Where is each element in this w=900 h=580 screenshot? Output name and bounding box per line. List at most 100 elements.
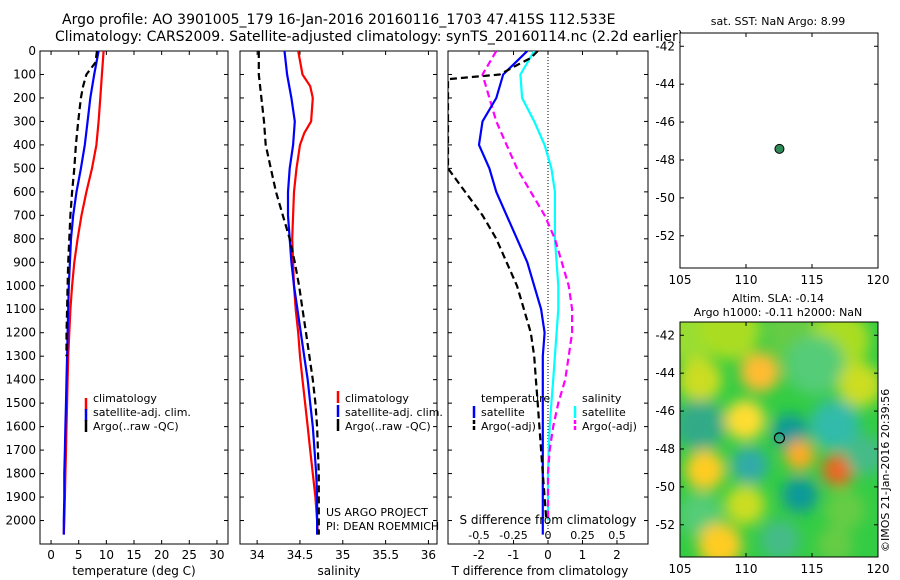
x-tick-label: -1 [508, 548, 520, 562]
x-tick-label: 20 [154, 548, 169, 562]
s-tick-label: 0.25 [570, 529, 595, 542]
sla-blob [810, 400, 860, 450]
depth-tick-label: 1000 [5, 279, 36, 293]
depth-tick-label: 1300 [5, 349, 36, 363]
depth-tick-label: 500 [13, 161, 36, 175]
lat-tick-label: -44 [655, 366, 675, 380]
sla-location-marker [773, 432, 786, 444]
sal-legend-argo: Argo(..raw -QC) [345, 420, 431, 433]
t-diff-label: T difference from climatology [451, 564, 629, 578]
difference-panel: -2 -1 0 1 2 -0.5 -0.25 0 0.25 0.5 S difference fr… [447, 50, 649, 578]
lat-tick-label: -52 [655, 229, 675, 243]
sla-blob [680, 358, 722, 402]
argo-location-marker [774, 143, 785, 154]
x-tick-label: 10 [99, 548, 114, 562]
sla-blob [825, 490, 865, 530]
lat-tick-label: -48 [655, 442, 675, 456]
legend-s-satellite: satellite [582, 406, 626, 419]
salinity-legend: climatology satellite-adj. clim. Argo(..… [336, 391, 443, 433]
s-tick-label: 0.5 [608, 529, 626, 542]
lat-tick-label: -42 [655, 39, 675, 53]
temperature-ticks: 0 5 10 15 20 25 30 [47, 51, 225, 562]
x-tick-label: 2 [613, 548, 621, 562]
x-tick-label: 30 [209, 548, 224, 562]
lon-tick-label: 105 [669, 273, 692, 287]
sst-title: sat. SST: NaN Argo: 8.99 [711, 15, 845, 28]
x-tick-label: 34 [249, 548, 264, 562]
temp-diff-argo-line [448, 51, 548, 521]
salinity-lines [257, 51, 320, 535]
lon-tick-label: 110 [735, 562, 758, 576]
lon-tick-label: 115 [801, 273, 824, 287]
difference-ticks: -2 -1 0 1 2 -0.5 -0.25 0 0.25 0.5 [448, 50, 648, 562]
depth-tick-label: 200 [13, 91, 36, 105]
salinity-depth-ticks [240, 50, 437, 522]
x-tick-label: 15 [126, 548, 141, 562]
x-tick-label: 35 [335, 548, 350, 562]
depth-tick-label: 1400 [5, 373, 36, 387]
sal-satellite-line [283, 51, 319, 535]
legend-climatology: climatology [93, 392, 157, 405]
legend-temperature-header: temperature [481, 392, 550, 405]
depth-tick-label: 1100 [5, 302, 36, 316]
sal-diff-argo-line [481, 51, 574, 521]
legend-t-argo: Argo(-adj) [481, 420, 536, 433]
x-tick-label: 0 [544, 548, 552, 562]
depth-tick-label: 600 [13, 185, 36, 199]
sla-blob [817, 527, 853, 557]
sla-blob [760, 520, 800, 557]
legend-salinity-header: salinity [582, 392, 622, 405]
legend-argo: Argo(..raw -QC) [93, 420, 179, 433]
x-tick-label: 1 [579, 548, 587, 562]
lat-tick-label: -50 [655, 480, 675, 494]
sla-blob [680, 400, 725, 450]
sal-diff-satellite-line [519, 51, 560, 521]
climatology-line [62, 51, 105, 535]
sla-blob [700, 322, 760, 360]
x-tick-label: 0 [47, 548, 55, 562]
lon-tick-label: 105 [669, 562, 692, 576]
sla-title-1: Altim. SLA: -0.14 [732, 292, 824, 305]
sal-argo-line [257, 51, 320, 535]
temperature-legend: climatology satellite-adj. clim. Argo(..… [84, 392, 191, 433]
pi-label: PI: DEAN ROEMMICH [326, 520, 439, 533]
sla-blob [845, 435, 878, 475]
sla-axes [679, 321, 879, 558]
legend-t-satellite: satellite [481, 406, 525, 419]
sla-blob [782, 477, 818, 513]
sla-title-2: Argo h1000: -0.11 h2000: NaN [694, 306, 863, 319]
s-tick-label: 0 [545, 529, 552, 542]
depth-tick-label: 1900 [5, 490, 36, 504]
depth-tick-label: 400 [13, 138, 36, 152]
temperature-panel: 0100200300400500600700800900100011001200… [5, 44, 229, 578]
sla-ticks: 105 110 115 120 -42 -44 -46 -48 -50 -52 [655, 322, 889, 576]
sst-ticks: 105 110 115 120 -42 -44 -46 -48 -50 -52 [655, 33, 889, 287]
salinity-axes [239, 50, 438, 545]
depth-tick-label: 800 [13, 232, 36, 246]
lat-tick-label: -46 [655, 404, 675, 418]
satellite-line [62, 51, 100, 535]
lat-tick-label: -44 [655, 77, 675, 91]
sla-blob [698, 523, 742, 557]
s-tick-label: -0.5 [468, 529, 489, 542]
sla-map-panel: Altim. SLA: -0.14 Argo h1000: -0.11 h200… [655, 292, 892, 576]
salinity-ticks: 34 34.5 35 35.5 36 [249, 51, 436, 562]
depth-tick-label: 1700 [5, 443, 36, 457]
sal-legend-satellite: satellite-adj. clim. [345, 406, 443, 419]
sla-blob [740, 352, 780, 392]
depth-tick-label: 700 [13, 208, 36, 222]
project-label: US ARGO PROJECT [326, 506, 428, 519]
depth-tick-label: 300 [13, 114, 36, 128]
lon-tick-label: 110 [735, 273, 758, 287]
argo-line [65, 51, 99, 357]
lat-tick-label: -50 [655, 191, 675, 205]
depth-tick-label: 1500 [5, 396, 36, 410]
sla-blob [838, 363, 878, 407]
sla-blob [725, 485, 765, 525]
lat-tick-label: -48 [655, 153, 675, 167]
sal-legend-climatology: climatology [345, 392, 409, 405]
lon-tick-label: 120 [867, 273, 890, 287]
lat-tick-label: -42 [655, 328, 675, 342]
legend-s-argo: Argo(-adj) [582, 420, 637, 433]
salinity-xlabel: salinity [317, 564, 360, 578]
